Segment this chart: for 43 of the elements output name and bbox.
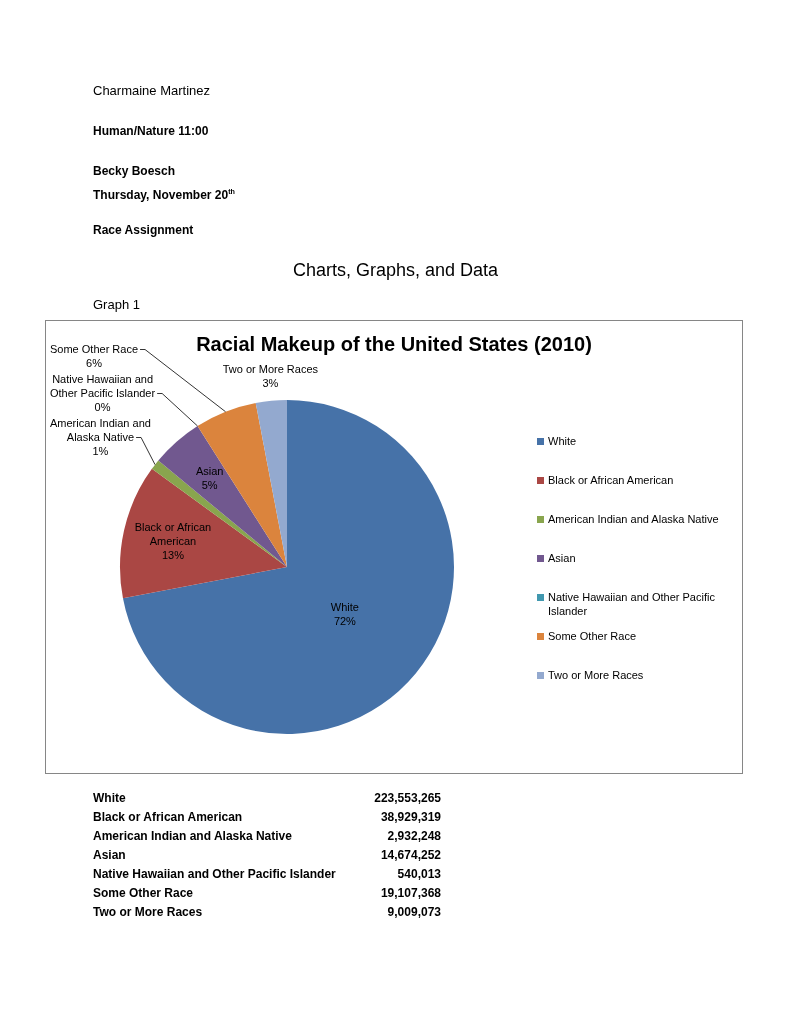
legend-label: Some Other Race	[548, 629, 637, 643]
legend-label: Two or More Races	[548, 668, 644, 682]
text: Charts, Graphs, and Data	[291, 259, 500, 282]
category-label: Some Other Race	[93, 885, 194, 902]
chart-title: Racial Makeup of the United States (2010)	[196, 333, 592, 355]
data-label: 13%	[161, 548, 185, 561]
text: 19,107,368	[380, 886, 441, 900]
legend-label: American Indian and Alaska Native	[548, 512, 719, 526]
text: Charmaine Martinez	[93, 83, 211, 99]
text: Thursday, November 20$^{th}$	[93, 187, 235, 203]
data-label: 5%	[201, 479, 218, 492]
data-label: 6%	[86, 356, 103, 369]
caption: Graph 1	[93, 297, 140, 313]
data-label: 3%	[262, 376, 279, 389]
legend-label: White	[548, 434, 577, 448]
legend-label: Asian	[548, 551, 576, 565]
text: 540,013	[397, 867, 441, 881]
category-label: Asian	[93, 847, 126, 864]
text: 9,009,073	[387, 905, 441, 919]
data-label: 72%	[333, 614, 357, 627]
category-label: White	[93, 790, 126, 807]
text: Becky Boesch	[93, 164, 176, 179]
slice-label: Asian	[195, 465, 224, 478]
category-label: Native Hawaiian and Other Pacific Islander	[50, 372, 156, 399]
text: 0%	[94, 400, 111, 413]
text: 38,929,319	[380, 810, 441, 824]
legend-label: Black or African American	[548, 473, 674, 487]
category-label: Black or African American	[93, 809, 243, 826]
text: 14,674,252	[380, 848, 441, 862]
text: 2,932,248	[387, 829, 441, 843]
slice-label: Two or More Races	[222, 362, 319, 375]
data-label: 1%	[92, 444, 109, 457]
slice-label: American Indian and Alaska Native	[49, 416, 151, 443]
category-label: Native Hawaiian and Other Pacific Islander	[93, 866, 336, 883]
text: Race Assignment	[93, 223, 194, 238]
text: Human/Nature 11:00	[93, 124, 209, 139]
text: 223,553,265	[374, 791, 441, 805]
slice-label: Some Other Race	[50, 342, 139, 355]
category-label: Two or More Races	[93, 904, 203, 921]
slice-label: White	[330, 600, 359, 613]
category-label: American Indian and Alaska Native	[93, 828, 292, 845]
legend-label: Native Hawaiian and Other Pacific Islander	[548, 590, 716, 618]
slice-label: Black or African American	[134, 520, 212, 547]
